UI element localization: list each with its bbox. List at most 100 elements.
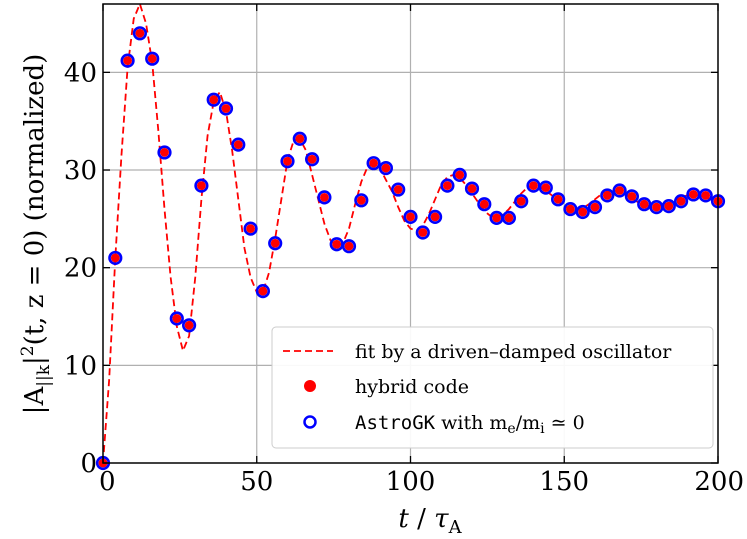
hybrid-point-7 [184, 320, 194, 330]
astro-point-10 [218, 101, 234, 116]
astro-point-25 [403, 209, 418, 224]
hybrid-point-30 [467, 184, 477, 193]
hybrid-point-41 [602, 191, 612, 200]
hybrid-point-49 [701, 191, 711, 200]
astro-point-47 [673, 194, 689, 209]
legend-hybrid-label: hybrid code [355, 376, 469, 398]
hybrid-point-33 [504, 213, 514, 223]
hybrid-point-22 [369, 158, 378, 168]
astro-point-42 [612, 183, 627, 198]
hybrid-point-23 [381, 163, 391, 173]
y-tick-label-1: 10 [64, 351, 97, 381]
hybrid-point-24 [393, 185, 403, 194]
hybrid-point-39 [578, 207, 588, 217]
hybrid-point-27 [430, 212, 440, 222]
astro-point-21 [354, 193, 369, 208]
astro-point-2 [120, 53, 135, 68]
hybrid-point-26 [418, 228, 428, 237]
x-tick-label-2: 100 [386, 467, 436, 497]
hybrid-point-1 [110, 253, 120, 263]
astro-point-24 [391, 182, 406, 197]
hybrid-point-29 [455, 170, 465, 180]
hybrid-point-46 [664, 201, 674, 211]
hybrid-point-19 [332, 239, 342, 249]
hybrid-point-5 [160, 148, 169, 157]
axis-ticks: 0 50 100 150 200 0 10 20 30 40 [64, 4, 744, 497]
hybrid-point-9 [209, 95, 219, 105]
astro-point-1 [108, 250, 123, 266]
astro-point-36 [538, 180, 553, 195]
x-tick-label-1: 50 [240, 467, 273, 497]
astro-point-46 [661, 199, 676, 214]
hybrid-point-31 [479, 199, 489, 209]
hybrid-point-15 [283, 156, 292, 166]
hybrid-point-25 [406, 212, 415, 222]
astro-point-6 [169, 311, 184, 326]
astro-point-7 [182, 318, 197, 333]
astro-point-34 [514, 194, 529, 209]
astro-point-27 [428, 209, 443, 224]
hybrid-point-28 [443, 181, 452, 191]
astro-point-22 [366, 156, 381, 171]
hybrid-point-38 [566, 204, 575, 214]
y-tick-label-2: 20 [64, 254, 97, 284]
hybrid-point-12 [246, 224, 256, 234]
hybrid-point-3 [135, 28, 145, 38]
astro-point-12 [243, 221, 258, 236]
astro-point-9 [206, 92, 221, 107]
hybrid-point-35 [529, 181, 538, 191]
hybrid-point-42 [615, 186, 624, 195]
grid-lines [103, 4, 718, 463]
astro-point-23 [378, 160, 394, 176]
astro-point-18 [317, 190, 332, 205]
hybrid-point-32 [492, 213, 501, 223]
legend-astro-label: AstroGK with me/mi ≃ 0 [355, 412, 585, 437]
astro-point-37 [550, 192, 566, 207]
hybrid-point-4 [147, 54, 157, 64]
astro-point-29 [452, 167, 467, 183]
hybrid-point-11 [233, 140, 243, 150]
hybrid-point-37 [553, 194, 563, 204]
hybrid-point-17 [307, 154, 317, 164]
astro-point-43 [624, 189, 640, 204]
astro-point-38 [563, 201, 578, 217]
astro-point-26 [415, 225, 430, 240]
hybrid-point-40 [590, 202, 600, 212]
hybrid-point-36 [541, 183, 551, 193]
hybrid-point-47 [676, 196, 686, 206]
hybrid-point-45 [652, 202, 661, 212]
x-tick-label-4: 200 [694, 467, 744, 497]
hybrid-point-34 [516, 196, 526, 206]
astro-point-44 [637, 197, 652, 212]
astro-point-16 [292, 131, 307, 146]
legend: fit by a driven–damped oscillator hybrid… [271, 326, 714, 449]
astro-point-33 [501, 210, 517, 225]
hybrid-point-13 [258, 286, 268, 296]
astro-point-14 [268, 236, 283, 251]
astro-point-11 [231, 137, 246, 152]
hybrid-point-21 [356, 195, 366, 205]
hybrid-point-48 [689, 190, 698, 199]
x-tick-label-0: 0 [99, 467, 116, 497]
astro-point-41 [600, 188, 615, 203]
astro-point-31 [477, 197, 492, 212]
legend-box [271, 326, 714, 449]
x-tick-label-3: 150 [539, 467, 589, 497]
astro-point-4 [145, 51, 160, 66]
hybrid-point-10 [221, 104, 231, 113]
astro-point-3 [132, 26, 147, 41]
astro-point-39 [575, 204, 590, 220]
hybrid-point-8 [197, 181, 206, 191]
astro-point-20 [341, 239, 357, 254]
legend-hybrid-swatch [304, 380, 316, 392]
astro-point-17 [305, 152, 320, 167]
astro-point-49 [698, 188, 713, 203]
hybrid-point-6 [172, 314, 182, 323]
astro-point-28 [440, 178, 455, 193]
astro-point-5 [157, 145, 172, 160]
hybrid-point-14 [270, 238, 280, 248]
y-axis-label: |A||k|2(t, z = 0) (normalized) [18, 54, 54, 415]
hybrid-point-16 [295, 134, 305, 144]
hybrid-point-18 [320, 192, 329, 202]
